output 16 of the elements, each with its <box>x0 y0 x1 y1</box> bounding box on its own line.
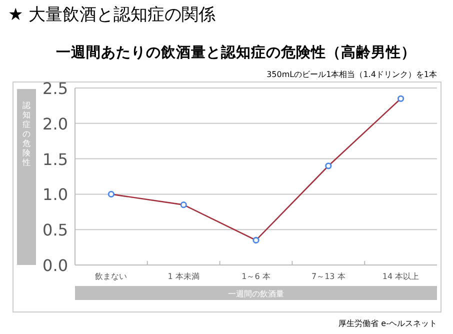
x-tick-label: 14 本以上 <box>382 272 420 281</box>
y-tick-label: 2.5 <box>42 79 68 98</box>
text: 厚生労働省 e-ヘルスネット <box>338 319 437 328</box>
y-tick-label: 0.0 <box>42 256 68 275</box>
y-tick-label: 1.5 <box>42 150 68 169</box>
chart-title: ★ 大量飲酒と認知症の関係 <box>8 5 216 25</box>
y-tick-label: 1.0 <box>42 185 68 204</box>
chart-subtitle: 一週間あたりの飲酒量と認知症の危険性（高齢男性） <box>56 43 416 61</box>
y-axis-title: 認知症の危険性 <box>22 101 30 167</box>
x-tick-label: 1 本未満 <box>168 272 200 281</box>
y-tick-label: 0.5 <box>42 220 68 240</box>
text: 350mLのビール1本相当（1.4ドリンク）を1本 <box>266 70 437 79</box>
x-tick-label: 7～13 本 <box>311 272 346 281</box>
x-tick-label: 1～6 本 <box>242 272 270 281</box>
y-tick-label: 2.0 <box>42 114 68 134</box>
x-tick-label: 飲まない <box>95 272 128 281</box>
